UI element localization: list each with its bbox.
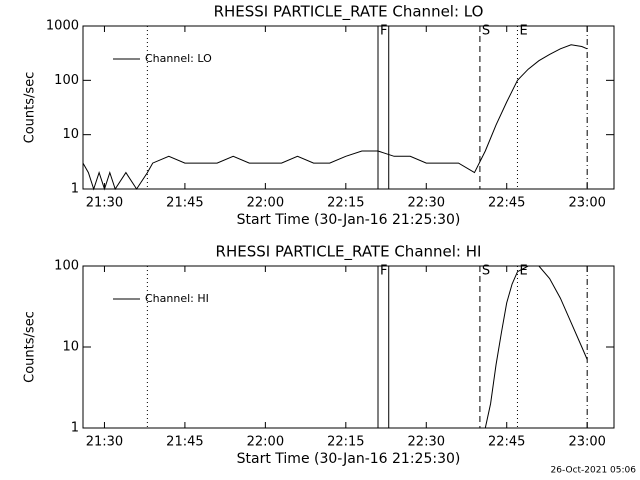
- x-tick-label: 21:30: [86, 196, 123, 211]
- legend-label: Channel: LO: [145, 52, 212, 65]
- data-line: [484, 265, 588, 429]
- x-tick-label: 22:15: [327, 196, 364, 211]
- data-line: [82, 44, 588, 191]
- event-label: E: [519, 24, 527, 39]
- event-label: E: [519, 264, 527, 279]
- event-label: S: [482, 24, 490, 39]
- x-tick-label: 22:45: [488, 435, 525, 450]
- x-axis-label: Start Time (30-Jan-16 21:25:30): [237, 212, 461, 228]
- x-tick-label: 22:45: [488, 196, 525, 211]
- event-label: F: [380, 24, 387, 39]
- plot-frame: [82, 265, 615, 429]
- chart-title: RHESSI PARTICLE_RATE Channel: HI: [216, 243, 482, 262]
- x-tick-label: 23:00: [568, 196, 605, 211]
- event-label: S: [482, 264, 490, 279]
- chart-title: RHESSI PARTICLE_RATE Channel: LO: [214, 3, 484, 22]
- x-tick-label: 22:00: [247, 435, 284, 450]
- y-tick-label: 100: [54, 73, 79, 88]
- y-tick-label: 10: [62, 127, 79, 142]
- legend-label: Channel: HI: [145, 292, 209, 305]
- x-tick-label: 22:00: [247, 196, 284, 211]
- y-tick-label: 1000: [46, 19, 79, 34]
- y-axis-label: Counts/sec: [23, 72, 38, 144]
- footer: 26-Oct-2021 05:06: [551, 466, 637, 476]
- y-tick-label: 1: [71, 421, 79, 436]
- y-tick-label: 100: [54, 259, 79, 274]
- plot-frame: [82, 25, 615, 190]
- event-label: F: [380, 264, 387, 279]
- y-tick-label: 10: [62, 340, 79, 355]
- x-tick-label: 21:45: [166, 435, 203, 450]
- y-tick-label: 1: [71, 182, 79, 197]
- x-tick-label: 22:30: [408, 196, 445, 211]
- x-tick-label: 21:30: [86, 435, 123, 450]
- x-tick-label: 21:45: [166, 196, 203, 211]
- x-axis-label: Start Time (30-Jan-16 21:25:30): [237, 451, 461, 467]
- x-tick-label: 23:00: [568, 435, 605, 450]
- y-axis-label: Counts/sec: [23, 311, 38, 383]
- x-tick-label: 22:30: [408, 435, 445, 450]
- x-tick-label: 22:15: [327, 435, 364, 450]
